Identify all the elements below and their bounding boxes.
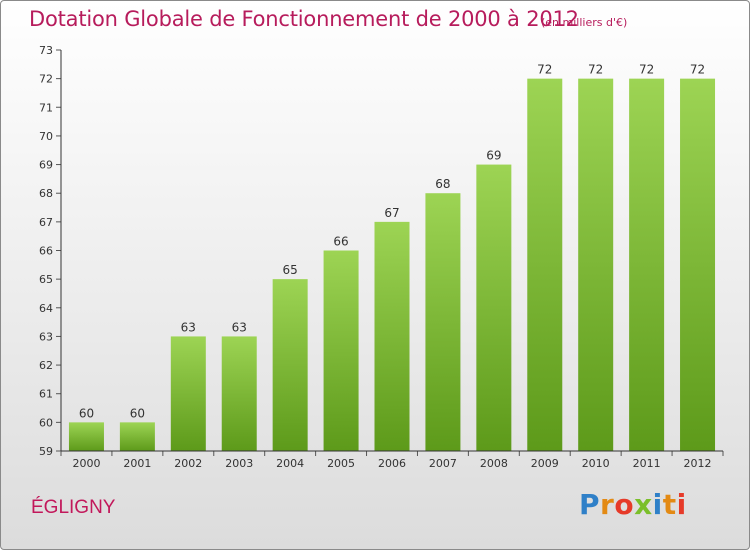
bar [425, 193, 461, 451]
y-tick-label: 66 [39, 245, 53, 258]
y-tick-label: 71 [39, 101, 53, 114]
x-tick-label: 2007 [429, 457, 457, 470]
bar [119, 422, 155, 451]
bar-value-label: 66 [333, 235, 348, 249]
x-tick-label: 2006 [378, 457, 406, 470]
proxiti-logo[interactable]: Proxiti [579, 488, 687, 521]
x-tick-label: 2009 [531, 457, 559, 470]
bar-value-label: 69 [486, 149, 501, 163]
y-tick-label: 72 [39, 73, 53, 86]
bar-value-label: 72 [690, 63, 705, 77]
x-tick-label: 2001 [123, 457, 151, 470]
x-tick-label: 2012 [684, 457, 712, 470]
x-tick-label: 2005 [327, 457, 355, 470]
y-tick-label: 73 [39, 44, 53, 57]
bar [272, 279, 308, 451]
y-tick-label: 68 [39, 187, 53, 200]
bar-value-labels: 60 60 63 63 65 66 67 68 69 72 72 72 72 [79, 63, 705, 421]
chart-title: Dotation Globale de Fonctionnement de 20… [29, 7, 579, 31]
bar-value-label: 68 [435, 177, 450, 191]
x-tick-label: 2010 [582, 457, 610, 470]
bar [680, 78, 716, 452]
bar-value-label: 65 [283, 263, 298, 277]
bar [221, 336, 257, 451]
chart-unit: (en milliers d'€) [541, 16, 628, 29]
y-tick-label: 67 [39, 216, 53, 229]
y-axis-ticks: 59 60 61 62 63 64 65 66 67 68 69 70 71 72 73 [39, 44, 61, 458]
y-tick-label: 60 [39, 416, 53, 429]
bar-value-label: 63 [232, 320, 247, 334]
bar-value-label: 60 [130, 406, 145, 420]
bar-value-label: 63 [181, 320, 196, 334]
bar [68, 422, 104, 451]
y-tick-label: 65 [39, 273, 53, 286]
x-tick-label: 2011 [633, 457, 661, 470]
bar-value-label: 67 [384, 206, 399, 220]
x-axis-ticks: 2000 2001 2002 2003 2004 2005 2006 2007 2008 2009… [60, 451, 724, 470]
bar [374, 221, 410, 451]
bar-value-label: 60 [79, 406, 94, 420]
y-tick-label: 63 [39, 330, 53, 343]
bar-value-label: 72 [639, 63, 654, 77]
bar [527, 78, 563, 452]
city-name: ÉGLIGNY [31, 497, 116, 518]
y-tick-label: 61 [39, 388, 53, 401]
bar [323, 250, 359, 451]
x-tick-label: 2003 [225, 457, 253, 470]
bar-value-label: 72 [537, 63, 552, 77]
bar [170, 336, 206, 451]
y-tick-label: 64 [39, 302, 53, 315]
bar [476, 164, 512, 452]
y-tick-label: 62 [39, 359, 53, 372]
x-tick-label: 2002 [174, 457, 202, 470]
x-tick-label: 2000 [72, 457, 100, 470]
axes [60, 50, 723, 452]
bars [68, 78, 716, 452]
x-tick-label: 2004 [276, 457, 304, 470]
bar [629, 78, 665, 452]
bar-value-label: 72 [588, 63, 603, 77]
y-tick-label: 70 [39, 130, 53, 143]
y-tick-label: 59 [39, 445, 53, 458]
y-tick-label: 69 [39, 159, 53, 172]
bar [578, 78, 614, 452]
x-tick-label: 2008 [480, 457, 508, 470]
